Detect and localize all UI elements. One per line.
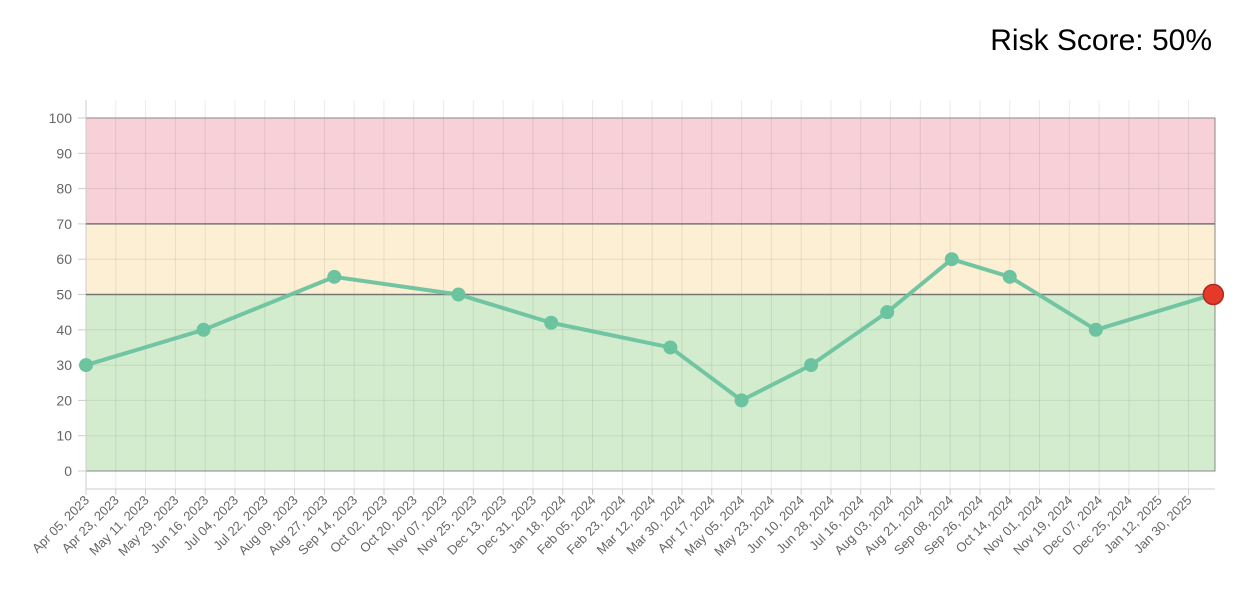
risk-zone-0 <box>86 118 1215 224</box>
risk-data-point <box>544 315 559 330</box>
y-tick-label: 40 <box>56 322 72 338</box>
risk-data-point <box>734 393 749 408</box>
risk-score-label: Risk Score: 50% <box>990 24 1212 57</box>
current-risk-point <box>1202 283 1225 306</box>
y-tick-label: 70 <box>56 216 72 232</box>
series-line-segment <box>549 320 673 350</box>
series-line-segment <box>1007 274 1098 332</box>
series-points <box>79 252 1225 408</box>
series-line-segment <box>668 345 744 403</box>
series-line-segment <box>201 274 337 332</box>
risk-data-point <box>663 340 678 355</box>
y-tick-label: 10 <box>56 428 72 444</box>
series-line-segment <box>332 274 461 297</box>
risk-data-point <box>880 305 895 320</box>
risk-zone-2 <box>86 294 1215 471</box>
y-tick-label: 80 <box>56 181 72 197</box>
y-tick-label: 0 <box>64 463 72 479</box>
risk-data-point <box>804 358 819 373</box>
series-line-layer <box>84 257 1216 403</box>
series-line-segment <box>809 310 890 368</box>
threshold-lines <box>86 223 1215 296</box>
y-tick-label: 90 <box>56 145 72 161</box>
series-line-segment <box>84 327 206 368</box>
risk-data-point <box>1002 269 1017 284</box>
risk-data-point <box>327 269 342 284</box>
y-tick-label: 30 <box>56 357 72 373</box>
series-line-segment <box>1093 292 1216 332</box>
y-axis: 0 10 20 30 40 50 60 70 80 90 100 <box>49 110 86 479</box>
series-line-segment <box>456 292 554 325</box>
risk-data-point <box>1088 322 1103 337</box>
y-tick-label: 20 <box>56 392 72 408</box>
y-tick-label: 100 <box>49 110 73 126</box>
series-line-segment <box>885 257 954 315</box>
risk-data-point <box>451 287 466 302</box>
risk-zones <box>86 118 1215 471</box>
series-line-segment <box>739 363 814 403</box>
series-line-segment <box>949 257 1012 279</box>
y-tick-label: 50 <box>56 287 72 303</box>
risk-zone-1 <box>86 223 1215 295</box>
risk-data-point <box>944 252 959 267</box>
risk-data-point <box>196 322 211 337</box>
y-tick-label: 60 <box>56 251 72 267</box>
risk-data-point <box>79 358 93 373</box>
